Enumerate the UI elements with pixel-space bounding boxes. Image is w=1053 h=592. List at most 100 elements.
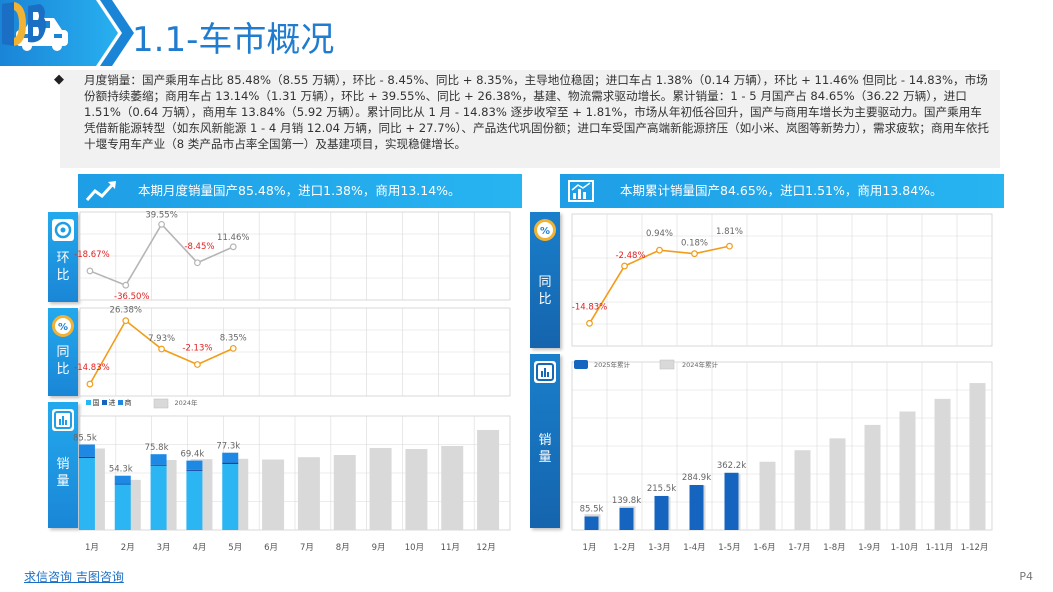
legend-swatch — [86, 400, 91, 405]
bar-2025-cumulative — [619, 507, 634, 530]
x-tick-label: 3月 — [157, 543, 171, 553]
sales-data-label: 54.3k — [109, 465, 133, 475]
yoy-point — [194, 361, 201, 368]
x-tick-label: 4月 — [192, 543, 206, 553]
bar-import — [150, 464, 167, 466]
cum-yoy-label: 1.81% — [716, 227, 743, 237]
percent-coin-icon: % — [52, 315, 74, 337]
bar-2024-cumulative — [864, 424, 881, 530]
x-tick-label: 1月 — [583, 543, 597, 553]
legend-swatch — [102, 400, 107, 405]
bar-2024-cumulative — [759, 461, 776, 530]
cum-sales-label: 284.9k — [682, 473, 711, 483]
summary-box — [60, 70, 1000, 168]
left-panel-header: 本期月度销量国产85.48%，进口1.38%，商用13.14%。 — [78, 174, 522, 208]
bar-2024-cumulative — [794, 450, 811, 530]
legend-label: 商 — [125, 398, 132, 407]
bar-2024 — [441, 446, 464, 530]
yoy-data-label: -2.13% — [182, 344, 212, 354]
x-tick-label: 1-2月 — [613, 543, 635, 553]
bar-chart-icon — [534, 361, 556, 383]
mom-data-label: -8.45% — [184, 242, 214, 252]
bar-commercial — [222, 452, 239, 463]
bar-commercial — [78, 444, 95, 457]
bar-2025-cumulative — [724, 472, 739, 530]
x-tick-label: 12月 — [476, 543, 495, 553]
tab-sales-label: 销量 — [56, 457, 70, 489]
yoy-point — [229, 344, 237, 352]
bar-domestic — [78, 458, 95, 530]
bar-domestic — [222, 464, 239, 530]
x-tick-label: 2月 — [121, 543, 135, 553]
page-title: 1.1-车市概况 — [132, 20, 335, 60]
legend-label: 国 — [93, 399, 100, 407]
bar-2025-cumulative — [654, 495, 669, 530]
bar-domestic — [114, 484, 131, 530]
mom-point — [86, 267, 94, 275]
sales-data-label: 85.5k — [73, 434, 97, 444]
bar-import — [114, 483, 131, 485]
mom-data-label: 39.55% — [145, 210, 177, 220]
yoy-data-label: 8.35% — [220, 333, 247, 343]
legend-label: 2025年累计 — [594, 360, 631, 369]
left-panel-title: 本期月度销量国产85.48%，进口1.38%，商用13.14%。 — [138, 183, 461, 198]
legend-swatch — [118, 400, 123, 405]
right-panel-header: 本期累计销量国产84.65%，进口1.51%，商用13.84%。 — [560, 174, 1004, 208]
cum-yoy-label: -2.48% — [615, 251, 645, 261]
trend-line-icon — [85, 181, 116, 201]
tab-mom-label: 环比 — [56, 251, 70, 283]
cum-yoy-label: -14.83% — [572, 302, 607, 312]
legend-label: 进 — [109, 399, 116, 407]
yoy-data-label: 7.93% — [148, 334, 175, 344]
bar-import — [78, 456, 95, 458]
x-tick-label: 1-8月 — [823, 543, 845, 553]
cum-sales-label: 139.8k — [612, 496, 641, 506]
bar-2024 — [405, 449, 428, 530]
left-tab-mom: 环比 — [48, 212, 78, 302]
x-tick-label: 7月 — [300, 543, 314, 553]
sales-data-label: 77.3k — [216, 442, 240, 452]
x-tick-label: 1-4月 — [683, 543, 705, 553]
right-tab-yoy-label: 同比 — [538, 275, 552, 307]
x-tick-label: 6月 — [264, 543, 278, 553]
summary-bullet: ◆ — [54, 72, 64, 87]
left-tab-yoy: % 同比 — [48, 308, 78, 396]
x-tick-label: 1-7月 — [788, 543, 810, 553]
bar-2025-cumulative — [689, 484, 704, 530]
mom-point — [122, 281, 130, 289]
bar-commercial — [114, 475, 131, 484]
bar-2024-cumulative — [969, 383, 986, 530]
footer-brand-link[interactable]: 求信咨询 吉图咨询 — [24, 570, 124, 584]
header-bar: 1.1-车市概况 — [0, 0, 1053, 70]
x-tick-label: 1月 — [85, 543, 99, 553]
bar-import — [186, 469, 203, 471]
x-tick-label: 1-6月 — [753, 543, 775, 553]
percent-coin-icon: % — [534, 219, 556, 241]
bar-2024 — [477, 430, 500, 530]
x-tick-label: 1-9月 — [858, 543, 880, 553]
x-tick-label: 1-12月 — [961, 543, 989, 553]
x-tick-label: 11月 — [441, 543, 460, 553]
x-tick-label: 5月 — [228, 543, 242, 553]
cum-yoy-point — [621, 262, 628, 270]
bar-commercial — [150, 454, 167, 465]
cum-yoy-point — [726, 242, 733, 250]
sales-data-label: 69.4k — [180, 450, 204, 460]
sales-data-label: 75.8k — [145, 443, 169, 453]
bar-2024 — [262, 459, 285, 530]
legend-swatch — [659, 359, 675, 370]
bar-import — [222, 462, 239, 464]
mom-point — [194, 259, 201, 267]
cum-sales-label: 215.5k — [647, 484, 676, 494]
mom-data-label: 11.46% — [217, 233, 249, 243]
bar-2024 — [369, 448, 392, 530]
x-tick-label: 1-11月 — [926, 543, 954, 553]
svg-text:%: % — [58, 322, 68, 333]
bar-chart-icon — [52, 409, 74, 431]
svg-text:%: % — [540, 226, 550, 237]
cum-yoy-point — [656, 246, 663, 254]
mom-point — [229, 243, 237, 251]
yoy-point — [158, 345, 165, 353]
right-tab-sales: 销量 — [530, 354, 560, 528]
bar-2024-cumulative — [899, 411, 916, 530]
